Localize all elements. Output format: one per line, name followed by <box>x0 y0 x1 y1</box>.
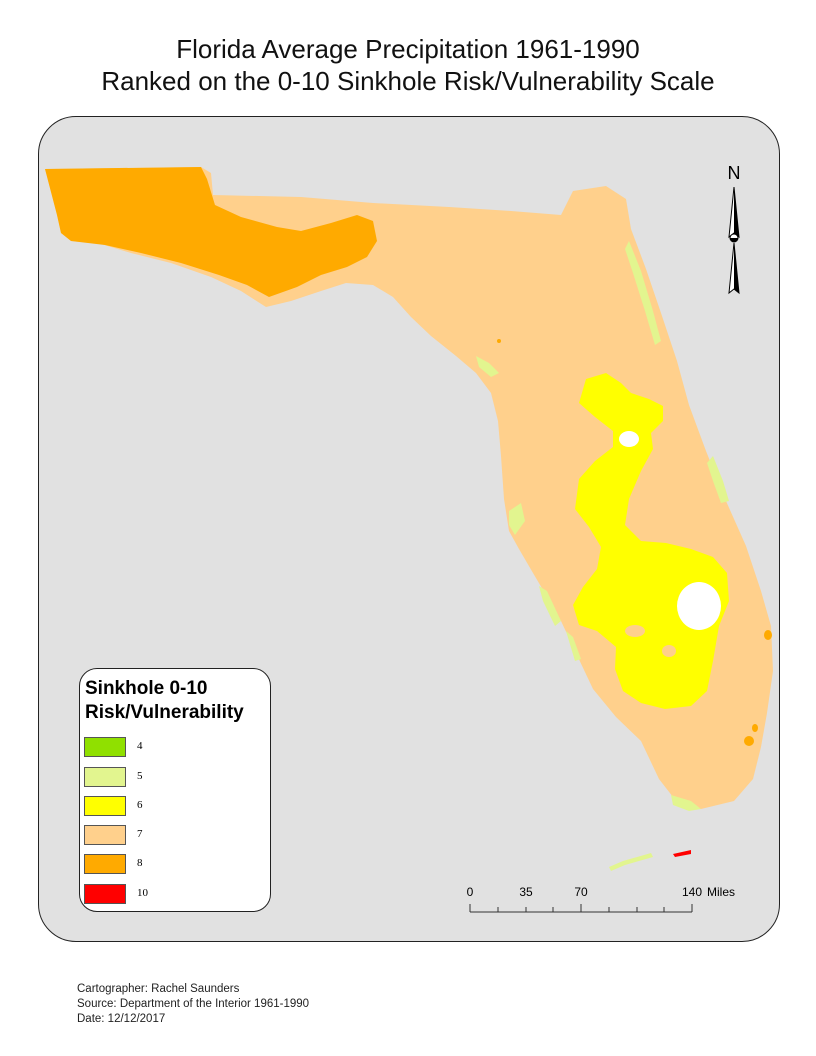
scale-tick-35: 35 <box>519 885 533 899</box>
lake-okeechobee <box>677 582 721 630</box>
footer-date: Date: 12/12/2017 <box>77 1013 166 1025</box>
footer-cartographer: Cartographer: Rachel Saunders <box>77 983 240 995</box>
legend-swatch <box>84 767 126 787</box>
map-title-line-2: Ranked on the 0-10 Sinkhole Risk/Vulnera… <box>101 66 715 96</box>
florida-map[interactable]: N 0 35 70 140 Miles <box>39 117 779 941</box>
svg-text:N: N <box>728 163 741 183</box>
footer-source: Source: Department of the Interior 1961-… <box>77 998 310 1010</box>
legend-label: 10 <box>137 887 148 899</box>
legend-label: 7 <box>137 828 143 840</box>
legend-title-line-1: Sinkhole 0-10 <box>85 678 208 699</box>
region-risk-5-west-coast-3 <box>566 631 581 661</box>
legend-item-6: 6 <box>84 796 254 818</box>
legend-item-5: 5 <box>84 767 254 789</box>
legend-swatch <box>84 825 126 845</box>
region-risk-5-big-bend <box>476 356 499 377</box>
legend-item-7: 7 <box>84 825 254 847</box>
legend-swatch <box>84 737 126 757</box>
scale-tick-70: 70 <box>574 885 588 899</box>
region-risk-7 <box>45 167 773 809</box>
legend-item-4: 4 <box>84 737 254 759</box>
legend-label: 8 <box>137 857 143 869</box>
region-risk-5-west-coast-1 <box>509 503 525 535</box>
region-keys <box>609 853 653 871</box>
legend-swatch <box>84 854 126 874</box>
lake-central <box>619 431 639 447</box>
risk-7-spot-2 <box>662 645 676 657</box>
scale-unit: Miles <box>707 885 735 899</box>
legend-label: 4 <box>137 740 143 752</box>
risk-8-spot-2 <box>744 736 754 746</box>
region-risk-5-east-coast-2 <box>707 456 729 503</box>
legend-title: Sinkhole 0-10 Risk/Vulnerability <box>85 677 270 725</box>
region-risk-5-west-coast-2 <box>539 586 561 626</box>
risk-8-spot-1 <box>764 630 772 640</box>
map-title-line-1: Florida Average Precipitation 1961-1990 <box>176 34 640 64</box>
scale-tick-0: 0 <box>467 885 474 899</box>
scale-tick-140: 140 <box>682 885 702 899</box>
legend-label: 5 <box>137 770 143 782</box>
risk-8-spot-3 <box>752 724 758 732</box>
legend-title-line-2: Risk/Vulnerability <box>85 702 244 723</box>
region-risk-8-panhandle <box>45 167 377 297</box>
region-risk-5-east-coast-1 <box>625 241 661 345</box>
map-footer: Cartographer: Rachel Saunders Source: De… <box>77 982 309 1027</box>
region-keys-red <box>673 850 691 857</box>
legend-item-10: 10 <box>84 884 254 906</box>
scale-bar: 0 35 70 140 Miles <box>467 885 735 913</box>
risk-7-spot <box>625 625 645 637</box>
legend-swatch <box>84 796 126 816</box>
region-risk-5-south-tip <box>671 795 701 811</box>
risk-8-spot-4 <box>497 339 501 343</box>
north-arrow: N <box>728 163 741 295</box>
legend-swatch <box>84 884 126 904</box>
legend-label: 6 <box>137 799 143 811</box>
legend-item-8: 8 <box>84 854 254 876</box>
legend: Sinkhole 0-10 Risk/Vulnerability 4 5 6 7… <box>79 668 271 912</box>
